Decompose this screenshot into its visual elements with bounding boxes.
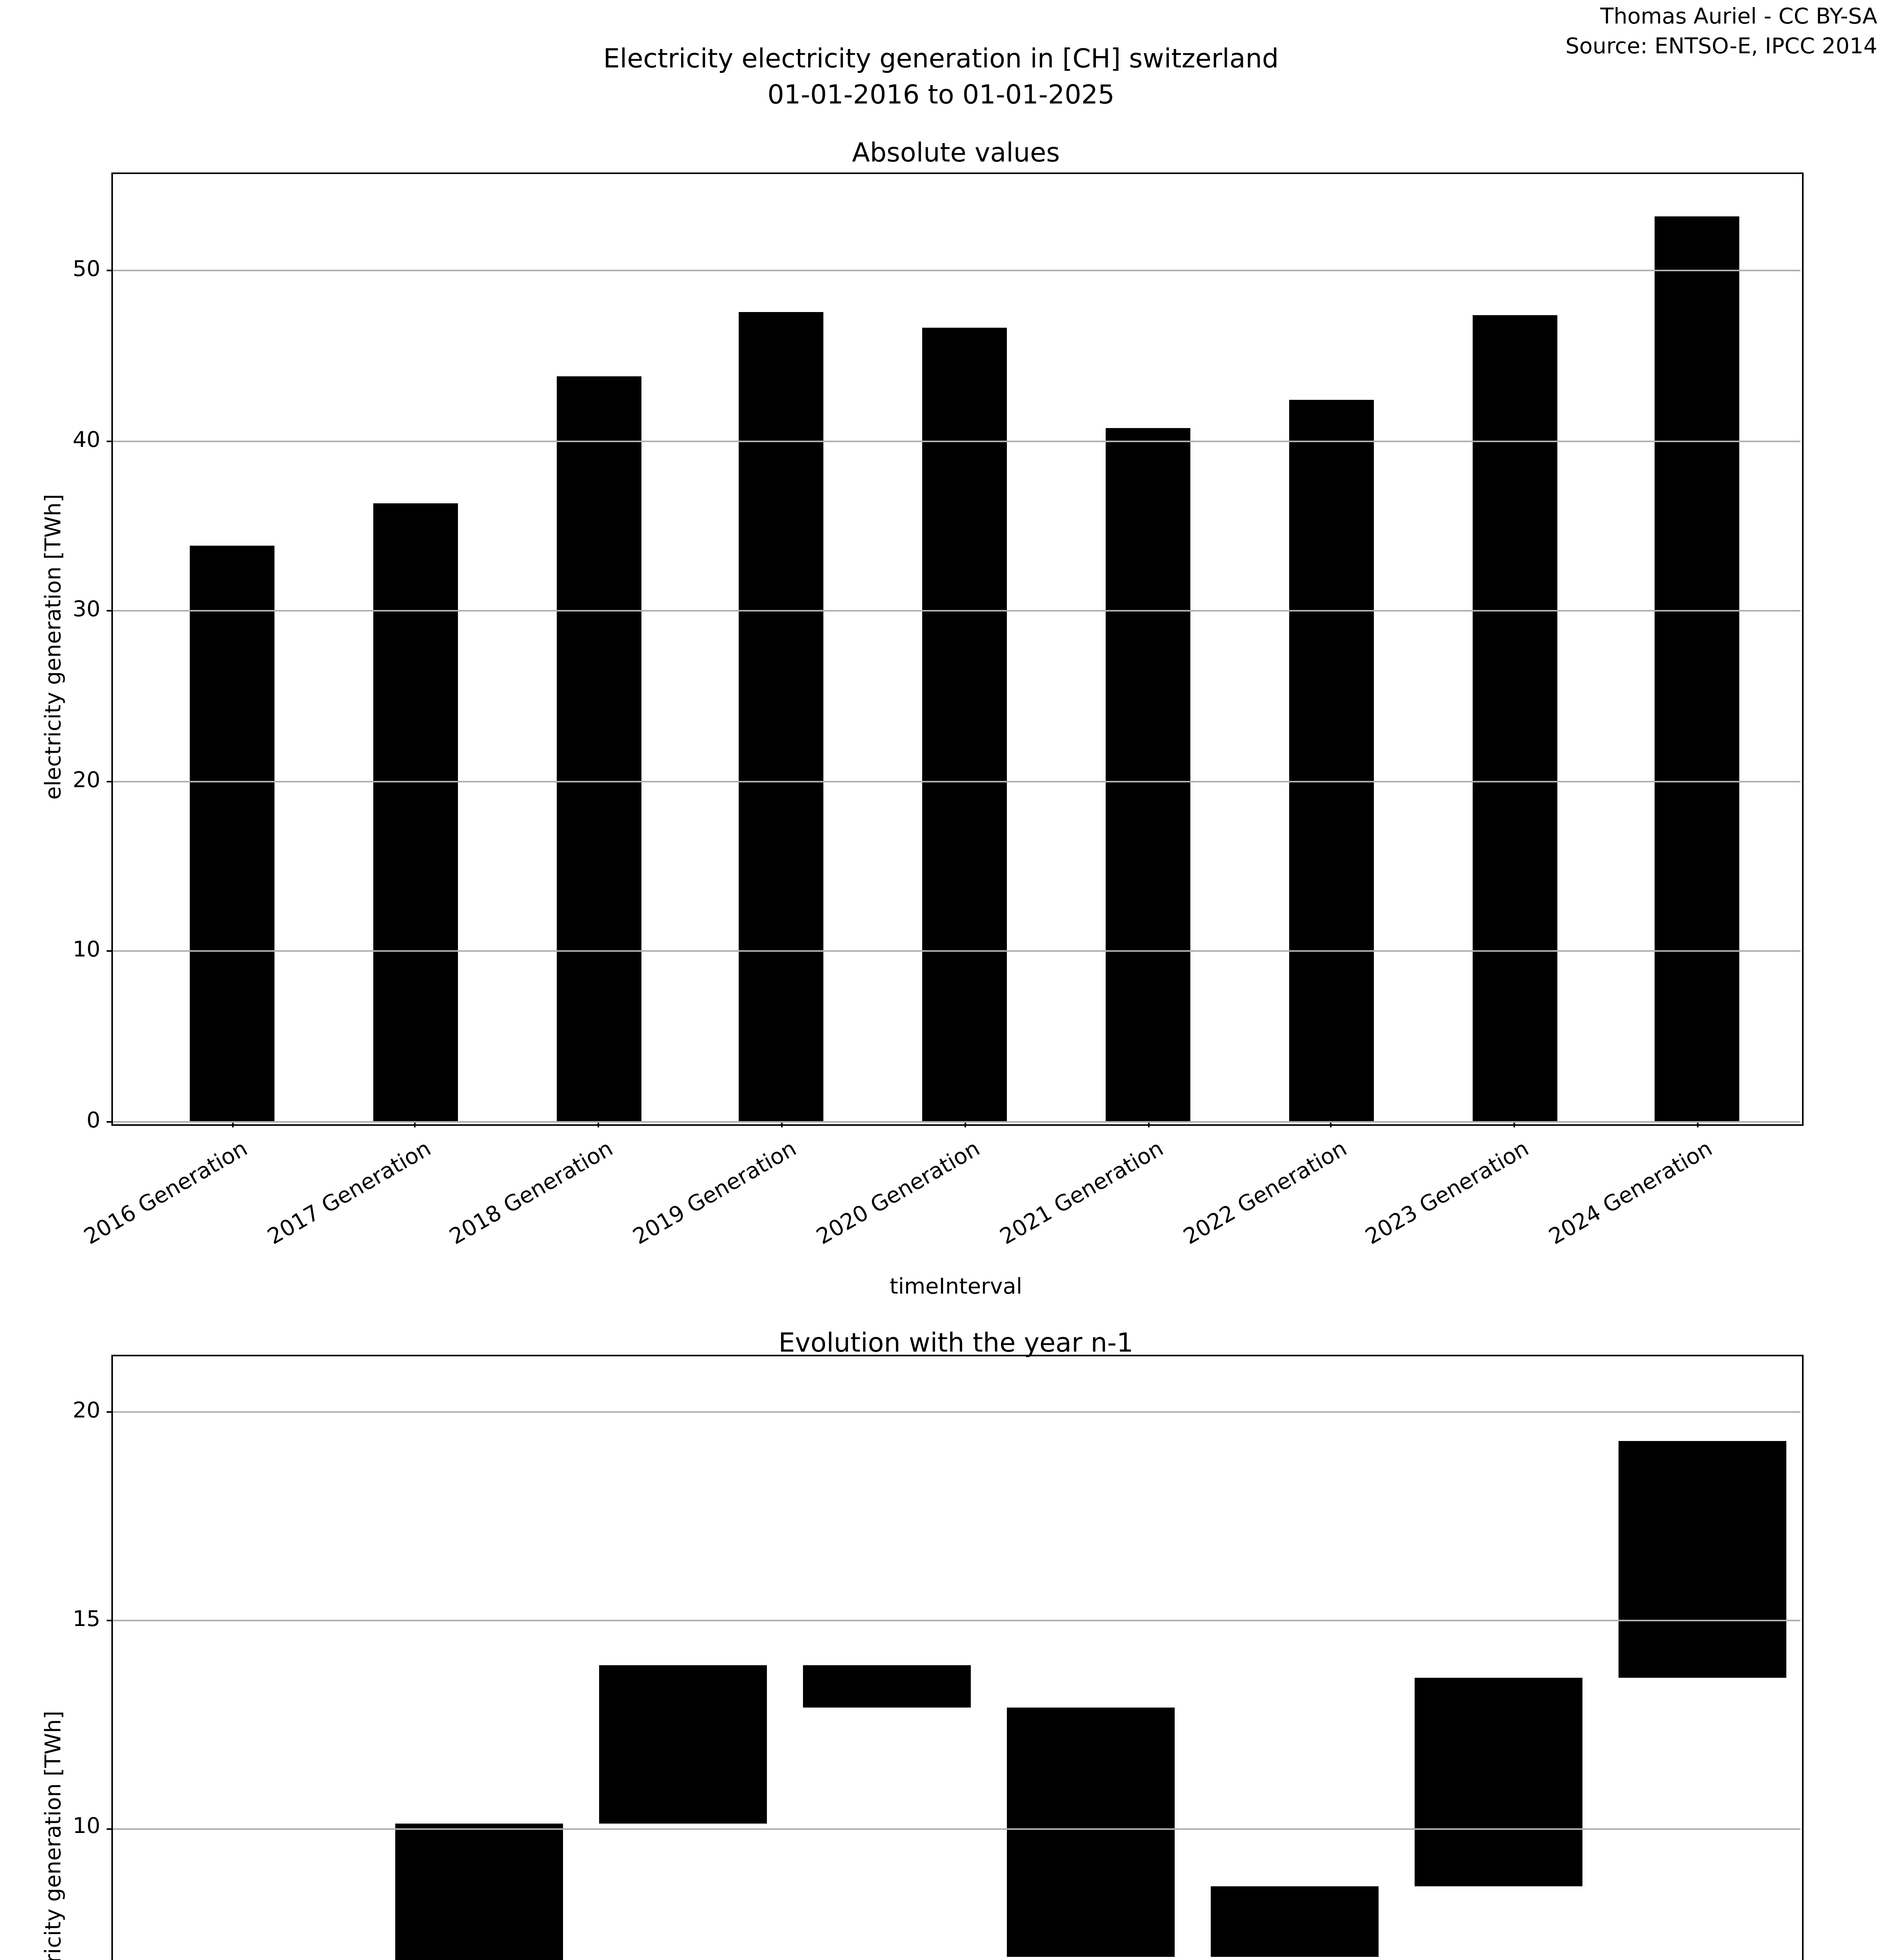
bar-2024-generation (1618, 1441, 1786, 1679)
figure-title: Electricity electricity generation in [C… (0, 41, 1882, 113)
ytick-mark-15 (106, 1619, 111, 1621)
yaxis-label-2: electricity generation [TWh] (42, 1711, 67, 1960)
ytick-label-50: 50 (73, 257, 100, 282)
ytick-label-10: 10 (73, 938, 100, 964)
ytick-label-20: 20 (73, 768, 100, 793)
gridline-y-20 (111, 780, 1800, 782)
bar-2019-generation (598, 1666, 766, 1824)
ytick-mark-10 (106, 951, 111, 953)
xtick-mark-2020 (964, 1122, 966, 1127)
bar-2016-generation (190, 546, 274, 1122)
ytick-label-0: 0 (86, 1109, 100, 1134)
bar-2022-generation (1289, 400, 1374, 1122)
bar-2023-generation (1472, 314, 1557, 1122)
bar-2021-generation (1006, 1708, 1174, 1957)
ytick-mark-40 (106, 440, 111, 441)
gridline-y-20 (111, 1411, 1800, 1413)
xtick-mark-2023 (1513, 1122, 1515, 1127)
bar-2017-generation (373, 504, 458, 1122)
credit-block: Thomas Auriel - CC BY-SA Source: ENTSO-E… (1566, 3, 1877, 63)
xaxis-label-1: timeInterval (889, 1275, 1023, 1300)
bar-2024-generation (1655, 216, 1740, 1122)
ytick-mark-30 (106, 610, 111, 612)
bar-2019-generation (739, 311, 824, 1122)
gridline-y-0 (111, 1121, 1800, 1123)
gridline-y-15 (111, 1619, 1800, 1621)
ytick-label-40: 40 (73, 427, 100, 453)
xtick-mark-2016 (231, 1122, 233, 1127)
ytick-label-20: 20 (73, 1399, 100, 1424)
ytick-mark-0 (106, 1121, 111, 1123)
gridline-y-10 (111, 1828, 1800, 1829)
bar-2021-generation (1106, 428, 1190, 1122)
credit-author: Thomas Auriel - CC BY-SA (1600, 5, 1878, 30)
figure-title-line1: Electricity electricity generation in [C… (603, 42, 1279, 74)
bar-2018-generation (394, 1824, 562, 1960)
ytick-label-30: 30 (73, 597, 100, 623)
chart-title-2: Evolution with the year n-1 (778, 1327, 1134, 1358)
xtick-mark-2024 (1697, 1122, 1699, 1127)
xtick-mark-2019 (781, 1122, 783, 1127)
bar-2020-generation (802, 1666, 970, 1708)
yaxis-label-1: electricity generation [TWh] (42, 494, 67, 800)
chart-title-1: Absolute values (852, 136, 1060, 167)
ytick-mark-20 (106, 780, 111, 782)
gridline-y-40 (111, 440, 1800, 441)
ytick-label-15: 15 (73, 1607, 100, 1632)
credit-source: Source: ENTSO-E, IPCC 2014 (1565, 34, 1877, 60)
xtick-mark-2022 (1330, 1122, 1332, 1127)
ytick-mark-10 (106, 1828, 111, 1829)
bar-2022-generation (1210, 1886, 1378, 1957)
gridline-y-50 (111, 270, 1800, 271)
gridline-y-30 (111, 610, 1800, 612)
ytick-label-10: 10 (73, 1815, 100, 1840)
bar-2020-generation (922, 328, 1007, 1122)
bar-2023-generation (1414, 1678, 1582, 1887)
gridline-y-10 (111, 951, 1800, 953)
bar-2018-generation (556, 376, 641, 1122)
xtick-mark-2017 (414, 1122, 416, 1127)
xtick-mark-2021 (1147, 1122, 1149, 1127)
ytick-mark-50 (106, 270, 111, 271)
ytick-mark-20 (106, 1411, 111, 1413)
xtick-mark-2018 (598, 1122, 599, 1127)
figure-title-line2: 01-01-2016 to 01-01-2025 (767, 78, 1115, 110)
